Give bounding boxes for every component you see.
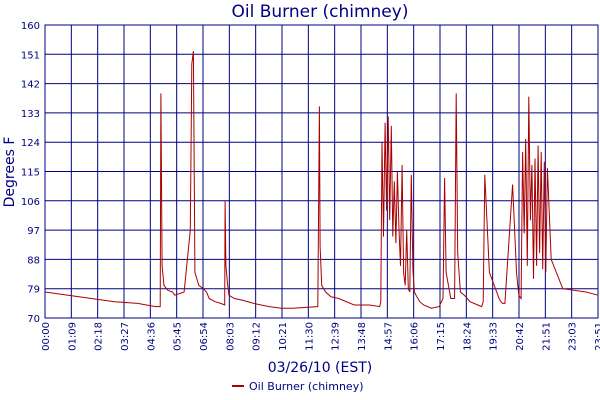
x-tick-label: 17:15 <box>436 322 447 351</box>
y-tick-label: 160 <box>21 21 40 32</box>
legend-label: Oil Burner (chimney) <box>249 380 364 393</box>
series-line-oil-burner <box>44 50 599 309</box>
x-tick-label: 08:03 <box>225 322 236 351</box>
chart-title: Oil Burner (chimney) <box>232 2 409 22</box>
y-tick-label: 115 <box>21 168 40 179</box>
x-tick-label: 05:45 <box>173 322 184 351</box>
x-tick-label: 09:12 <box>252 322 263 351</box>
x-tick-label: 06:54 <box>199 322 210 351</box>
x-tick-label: 18:24 <box>462 322 473 351</box>
x-tick-label: 01:09 <box>67 322 78 351</box>
x-tick-label: 20:42 <box>515 322 526 351</box>
y-tick-label: 133 <box>21 109 40 120</box>
y-tick-label: 124 <box>21 138 40 149</box>
x-tick-label: 03:27 <box>120 322 131 351</box>
x-tick-label: 23:51 <box>594 322 600 351</box>
y-tick-label: 151 <box>21 50 40 61</box>
x-tick-label: 23:03 <box>568 322 579 351</box>
x-axis-label: 03/26/10 (EST) <box>268 360 373 376</box>
y-tick-label: 88 <box>27 255 40 266</box>
y-tick-label: 79 <box>27 285 40 296</box>
plot-area <box>44 50 599 309</box>
x-tick-label: 13:48 <box>357 322 368 351</box>
y-tick-label: 106 <box>21 197 40 208</box>
y-tick-label: 70 <box>27 314 40 325</box>
y-tick-label: 142 <box>21 80 40 91</box>
x-tick-label: 19:33 <box>489 322 500 351</box>
y-axis-label: Degrees F <box>2 137 18 208</box>
x-tick-label: 21:51 <box>541 322 552 351</box>
x-tick-label: 10:21 <box>278 322 289 351</box>
x-tick-label: 14:57 <box>383 322 394 351</box>
y-tick-label: 97 <box>27 226 40 237</box>
x-tick-label: 00:00 <box>41 322 52 351</box>
y-tick-labels: 70 79 88 97 106 115 124 133 142 151 160 <box>21 21 40 325</box>
x-tick-label: 12:39 <box>331 322 342 351</box>
x-tick-label: 04:36 <box>146 322 157 351</box>
x-tick-label: 16:06 <box>410 322 421 351</box>
x-tick-label: 11:30 <box>304 322 315 351</box>
x-tick-labels: 00:00 01:09 02:18 03:27 04:36 05:45 06:54 08:03… <box>41 322 600 351</box>
x-tick-label: 02:18 <box>94 322 105 351</box>
grid-lines <box>44 24 599 319</box>
legend: Oil Burner (chimney) <box>232 380 364 393</box>
